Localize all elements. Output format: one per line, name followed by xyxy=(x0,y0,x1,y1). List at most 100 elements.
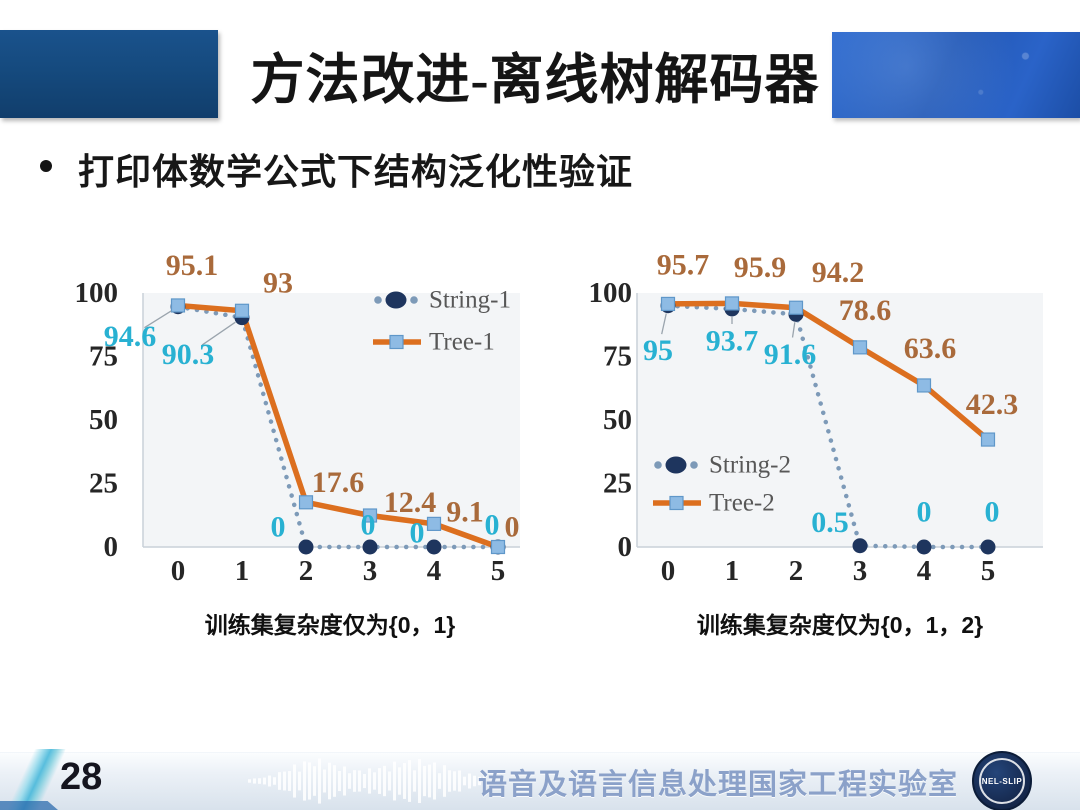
waveform-bar xyxy=(423,765,426,797)
waveform-bar xyxy=(348,773,351,789)
marker-Tree-1 xyxy=(362,508,378,523)
waveform-bar xyxy=(298,771,301,791)
y-tick-label: 50 xyxy=(603,404,632,436)
series-line-Tree-1 xyxy=(175,302,501,550)
lab-logo-text: NEL-SLIP xyxy=(981,776,1023,786)
x-tick-label: 3 xyxy=(853,555,868,587)
legend-marker-String-1 xyxy=(385,291,407,309)
label-leader xyxy=(144,310,172,329)
waveform-bar xyxy=(303,761,306,801)
data-label-Tree-2: 42.3 xyxy=(966,388,1019,421)
x-tick-label: 1 xyxy=(235,555,250,587)
marker-Tree-2 xyxy=(852,340,868,355)
footer-streak-decoration xyxy=(6,749,66,810)
marker-String-1 xyxy=(426,539,442,555)
series-line-Tree-2 xyxy=(665,300,991,443)
waveform-bar xyxy=(333,765,336,797)
lab-logo: NEL-SLIP xyxy=(972,751,1032,810)
page-number: 28 xyxy=(60,756,103,798)
waveform-bar xyxy=(478,776,481,786)
x-tick-label: 4 xyxy=(917,555,932,587)
data-label-Tree-2: 95.7 xyxy=(657,248,710,281)
chart-caption-left: 训练集复杂度仅为{0，1} xyxy=(204,612,456,638)
page-title: 方法改进-离线树解码器 xyxy=(250,49,820,110)
x-tick-label: 2 xyxy=(299,555,314,587)
footer-lab-name: 语音及语言信息处理国家工程实验室 xyxy=(477,769,958,801)
data-label-Tree-1: 93 xyxy=(263,266,293,299)
marker-Tree-2 xyxy=(788,300,804,315)
legend-marker-dot xyxy=(374,296,382,304)
waveform-bar xyxy=(318,758,321,804)
waveform-bar xyxy=(263,777,266,785)
waveform-bar xyxy=(463,776,466,786)
data-label-Tree-1: 9.1 xyxy=(446,495,484,528)
waveform-bar xyxy=(278,772,281,790)
waveform-bar xyxy=(353,770,356,792)
marker-Tree-1 xyxy=(298,495,314,510)
marker-Tree-1 xyxy=(170,298,186,313)
marker-Tree-2 xyxy=(980,432,996,447)
waveform-bar xyxy=(248,779,251,783)
waveform-bar xyxy=(483,776,486,786)
data-label-Tree-2: 95.9 xyxy=(734,251,787,284)
legend-marker-String-2 xyxy=(665,456,687,474)
header-left-decoration xyxy=(0,30,218,118)
y-tick-label: 25 xyxy=(603,468,632,500)
header-right-decoration xyxy=(832,32,1080,118)
legend-label-String-1: String-1 xyxy=(429,287,511,314)
marker-String-2 xyxy=(852,538,868,554)
waveform-bar xyxy=(368,768,371,794)
bullet-text: 打印体数学公式下结构泛化性验证 xyxy=(78,152,634,192)
waveform-bar xyxy=(253,778,256,784)
x-tick-label: 5 xyxy=(491,555,506,587)
data-label-String-1: 0 xyxy=(271,511,286,544)
chart-caption-right: 训练集复杂度仅为{0，1，2} xyxy=(696,612,984,638)
x-tick-label: 0 xyxy=(661,555,676,587)
marker-Tree-2 xyxy=(724,296,740,311)
waveform-bar xyxy=(308,762,311,800)
data-label-Tree-2: 63.6 xyxy=(904,332,957,365)
waveform-bar xyxy=(393,761,396,801)
data-label-String-2: 0.5 xyxy=(811,506,849,539)
waveform-bar xyxy=(343,766,346,796)
y-tick-label: 0 xyxy=(104,531,119,563)
waveform-bar xyxy=(273,777,276,785)
x-tick-label: 2 xyxy=(789,555,804,587)
marker-Tree-1 xyxy=(426,516,442,531)
data-label-String-1: 94.6 xyxy=(104,320,157,353)
waveform-bar xyxy=(268,775,271,787)
waveform-bar xyxy=(443,765,446,797)
waveform-bar xyxy=(338,770,341,792)
waveform-bar xyxy=(258,778,261,784)
legend-label-Tree-2: Tree-2 xyxy=(709,490,775,517)
data-label-String-1: 0 xyxy=(410,517,425,550)
waveform-bar xyxy=(358,770,361,792)
legend-marker-dot xyxy=(690,461,698,469)
legend-marker-Tree-2 xyxy=(669,495,684,511)
marker-Tree-2 xyxy=(660,296,676,312)
data-label-String-2: 95 xyxy=(643,334,673,367)
data-label-String-1: 0 xyxy=(361,509,376,542)
plot-area xyxy=(143,293,520,547)
waveform-bar xyxy=(468,773,471,789)
waveform-bar xyxy=(448,770,451,792)
legend-label-String-2: String-2 xyxy=(709,452,791,479)
waveform-bar xyxy=(413,770,416,792)
waveform-bar xyxy=(363,773,366,789)
waveform-bar xyxy=(438,773,441,789)
marker-Tree-2 xyxy=(916,378,932,393)
data-label-String-2: 0 xyxy=(985,496,1000,529)
label-leader xyxy=(661,313,667,335)
x-tick-label: 5 xyxy=(981,555,996,587)
legend-marker-dot xyxy=(654,461,662,469)
marker-String-2 xyxy=(980,539,996,555)
x-tick-label: 1 xyxy=(725,555,740,587)
waveform-bar xyxy=(403,763,406,799)
y-tick-label: 25 xyxy=(89,468,118,500)
data-label-Tree-2: 78.6 xyxy=(839,294,892,327)
waveform-bar xyxy=(288,771,291,791)
waveform-graphic xyxy=(248,758,486,804)
waveform-bar xyxy=(313,766,316,796)
